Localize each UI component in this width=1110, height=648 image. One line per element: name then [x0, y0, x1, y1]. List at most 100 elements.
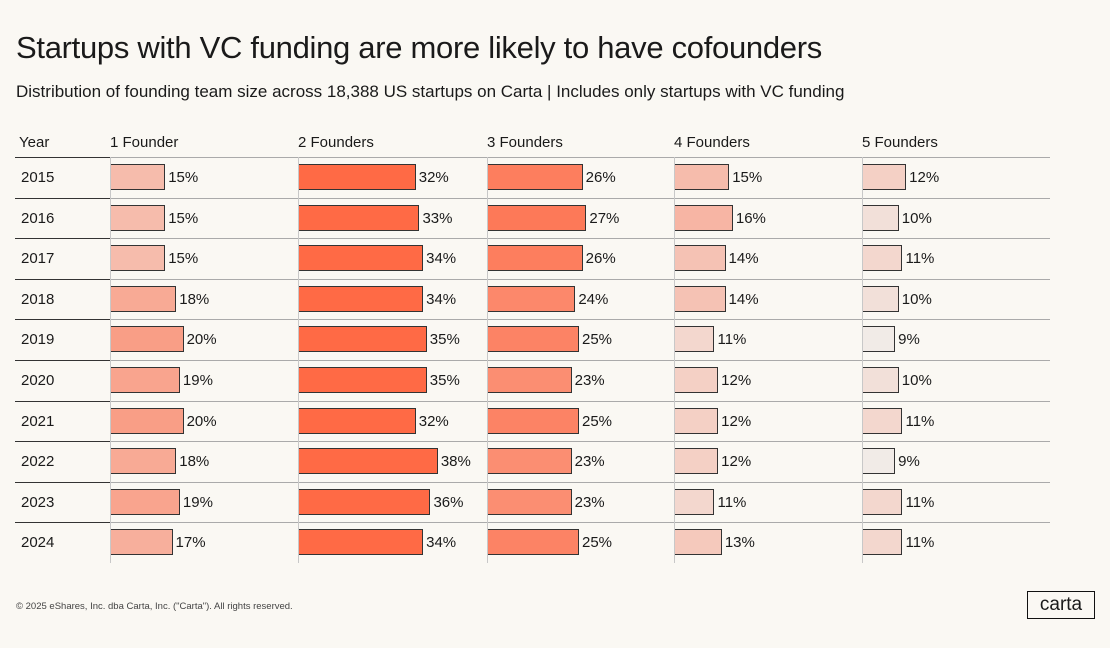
row-divider: [110, 481, 1050, 483]
bar-2-founders-2024: [298, 529, 424, 556]
value-label: 11%: [905, 493, 935, 511]
row-divider-year: [15, 197, 110, 199]
value-label: 26%: [585, 250, 616, 268]
value-label: 38%: [440, 453, 471, 471]
bar-3-founders-2015: [487, 164, 583, 190]
value-label: 19%: [182, 493, 213, 511]
value-label: 9%: [898, 331, 920, 349]
column-divider: [298, 157, 299, 563]
value-label: 14%: [728, 250, 759, 268]
value-label: 13%: [724, 534, 755, 552]
row-divider: [110, 197, 1050, 199]
value-label: 17%: [175, 534, 206, 552]
bar-1-founders-2018: [110, 285, 177, 312]
value-label: 14%: [728, 290, 759, 308]
row-divider-year: [15, 319, 110, 321]
carta-logo: carta: [1027, 591, 1095, 619]
row-divider-year: [15, 400, 110, 402]
header-1-founders: 1 Founder: [110, 134, 179, 151]
row-divider: [110, 522, 1050, 524]
bar-4-founders-2017: [674, 245, 726, 272]
value-label: 10%: [901, 290, 932, 308]
value-label: 25%: [582, 534, 613, 552]
value-label: 23%: [574, 493, 605, 511]
bar-2-founders-2021: [298, 407, 416, 434]
value-label: 15%: [168, 169, 199, 186]
row-divider: [110, 441, 1050, 443]
row-divider: [110, 278, 1050, 280]
bar-1-founders-2019: [110, 326, 184, 353]
value-label: 12%: [721, 412, 752, 430]
bar-1-founders-2022: [110, 448, 177, 475]
row-divider: [110, 360, 1050, 361]
column-divider: [862, 157, 863, 563]
bar-3-founders-2019: [487, 326, 579, 353]
value-label: 11%: [717, 331, 747, 349]
bar-4-founders-2019: [674, 326, 715, 353]
header-3-founders: 3 Founders: [487, 134, 563, 151]
value-label: 26%: [585, 169, 616, 186]
bar-1-founders-2015: [110, 164, 166, 190]
bar-3-founders-2016: [487, 204, 587, 231]
bar-5-founders-2019: [862, 326, 896, 353]
value-label: 34%: [426, 290, 457, 308]
bar-2-founders-2015: [298, 164, 416, 190]
bar-1-founders-2023: [110, 488, 180, 515]
value-label: 18%: [179, 290, 210, 308]
value-label: 11%: [905, 250, 935, 268]
bar-2-founders-2016: [298, 204, 420, 231]
copyright: © 2025 eShares, Inc. dba Carta, Inc. ("C…: [16, 601, 293, 612]
bar-2-founders-2022: [298, 448, 438, 475]
bar-3-founders-2020: [487, 367, 572, 393]
value-label: 15%: [168, 250, 199, 268]
value-label: 12%: [721, 372, 752, 389]
bar-4-founders-2021: [674, 407, 719, 434]
bar-1-founders-2017: [110, 245, 166, 272]
year-label: 2022: [21, 453, 55, 471]
bar-5-founders-2024: [862, 529, 903, 556]
value-label: 9%: [898, 453, 920, 471]
value-label: 33%: [422, 209, 453, 227]
value-label: 36%: [433, 493, 464, 511]
value-label: 23%: [574, 453, 605, 471]
row-divider-year: [15, 278, 110, 280]
bar-1-founders-2020: [110, 367, 180, 393]
bar-5-founders-2016: [862, 204, 899, 231]
year-label: 2019: [21, 331, 55, 349]
bar-2-founders-2019: [298, 326, 427, 353]
year-label: 2020: [21, 372, 55, 389]
value-label: 11%: [905, 412, 935, 430]
bar-2-founders-2017: [298, 245, 424, 272]
year-label: 2021: [21, 412, 55, 430]
value-label: 32%: [418, 169, 449, 186]
bar-3-founders-2018: [487, 285, 576, 312]
column-divider: [674, 157, 675, 563]
value-label: 18%: [179, 453, 210, 471]
value-label: 24%: [578, 290, 609, 308]
bar-1-founders-2024: [110, 529, 173, 556]
value-label: 32%: [418, 412, 449, 430]
value-label: 15%: [168, 209, 199, 227]
bar-3-founders-2021: [487, 407, 579, 434]
year-label: 2018: [21, 290, 55, 308]
value-label: 27%: [589, 209, 620, 227]
value-label: 10%: [901, 372, 932, 389]
bar-3-founders-2024: [487, 529, 579, 556]
row-divider-year: [15, 157, 110, 158]
bar-2-founders-2020: [298, 367, 427, 393]
bar-4-founders-2018: [674, 285, 726, 312]
year-label: 2016: [21, 209, 55, 227]
bar-4-founders-2015: [674, 164, 730, 190]
row-divider-year: [15, 360, 110, 361]
bar-5-founders-2022: [862, 448, 896, 475]
bar-5-founders-2021: [862, 407, 903, 434]
bar-5-founders-2015: [862, 164, 907, 190]
bar-3-founders-2017: [487, 245, 583, 272]
chart-title: Startups with VC funding are more likely…: [16, 30, 822, 65]
bar-4-founders-2023: [674, 488, 715, 515]
row-divider-year: [15, 481, 110, 483]
bar-3-founders-2023: [487, 488, 572, 515]
column-divider: [487, 157, 488, 563]
row-divider: [110, 157, 1050, 158]
header-5-founders: 5 Founders: [862, 134, 938, 151]
